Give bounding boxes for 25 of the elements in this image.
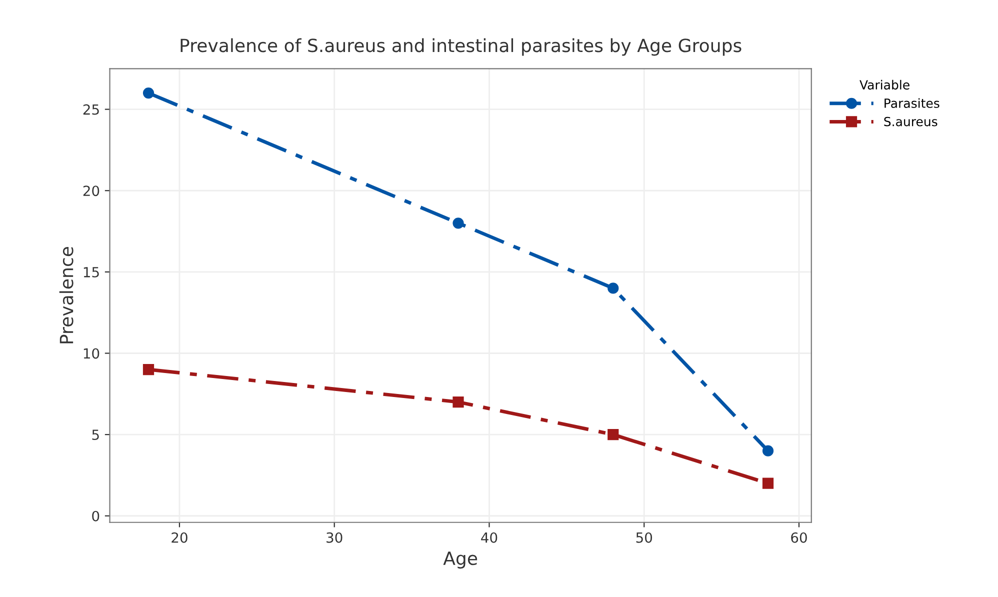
- chart-title: Prevalence of S.aureus and intestinal parasites by Age Groups: [180, 38, 742, 56]
- x-tick-label: 40: [481, 532, 498, 543]
- x-tick-label: 30: [326, 532, 342, 543]
- point: [762, 445, 774, 456]
- y-axis-title: Prevalence: [59, 246, 74, 344]
- point: [452, 396, 464, 408]
- y-tick-label: 15: [84, 267, 99, 278]
- point: [452, 218, 464, 229]
- y-tick-label: 25: [83, 104, 99, 115]
- x-tick-label: 60: [791, 532, 807, 543]
- point: [608, 282, 619, 294]
- x-tick-label: 50: [636, 532, 652, 543]
- point: [142, 87, 154, 99]
- y-tick-label: 5: [92, 430, 99, 440]
- y-tick-label: 20: [83, 186, 100, 196]
- y-tick-label: 10: [84, 348, 100, 359]
- x-axis-title: Age: [443, 552, 478, 569]
- legend-label: S.aureus: [884, 116, 938, 126]
- legend-title: Variable: [860, 80, 910, 90]
- x-tick-label: 20: [172, 532, 188, 543]
- y-tick-label: 0: [92, 510, 100, 522]
- point: [608, 429, 619, 440]
- point: [762, 478, 774, 489]
- legend-label: Parasites: [884, 98, 940, 108]
- point: [142, 364, 154, 376]
